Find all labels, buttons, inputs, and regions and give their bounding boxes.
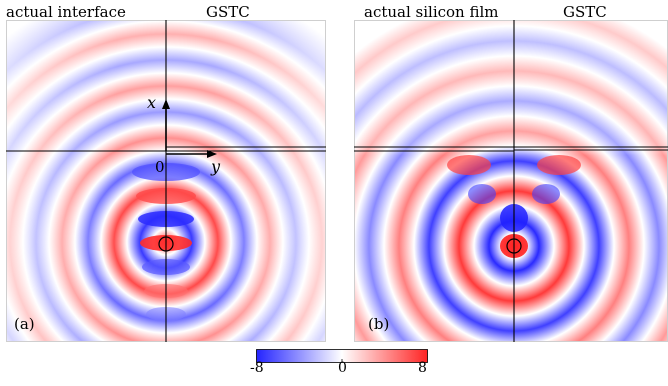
- colorbar: [256, 348, 428, 367]
- panel-a-origin-label: 0: [155, 158, 165, 176]
- panel-a-source-marker: [158, 236, 174, 252]
- panel-b-right-title: GSTC: [563, 3, 607, 21]
- panel-b-lobe: [532, 184, 560, 204]
- panel-a-left-title: actual interface: [6, 3, 126, 21]
- panel-b-lobe: [468, 184, 496, 204]
- panel-a-y-axis-arrowhead: [207, 150, 217, 158]
- panel-b: [354, 20, 668, 342]
- panel-b-left-title: actual silicon film: [364, 3, 499, 21]
- panel-a-field-map: [6, 20, 326, 342]
- panel-a-right-title: GSTC: [206, 3, 250, 21]
- panel-a: [6, 20, 326, 342]
- panel-a-y-axis-label: y: [211, 157, 221, 176]
- panel-b-field-map: [354, 20, 668, 342]
- panel-b-lobe: [447, 155, 491, 175]
- panel-b-lobe: [537, 155, 581, 175]
- colorbar-mid-label: 0: [338, 360, 347, 376]
- panel-b-tag: (b): [368, 315, 390, 333]
- colorbar-max-label: 8: [418, 360, 427, 376]
- panel-a-x-axis-arrowhead: [162, 99, 170, 109]
- colorbar-gradient: [256, 349, 428, 363]
- panel-a-x-axis-label: x: [147, 93, 157, 112]
- colorbar-min-label: -8: [250, 360, 264, 376]
- panel-b-source-marker: [506, 238, 522, 254]
- panel-a-tag: (a): [14, 315, 35, 333]
